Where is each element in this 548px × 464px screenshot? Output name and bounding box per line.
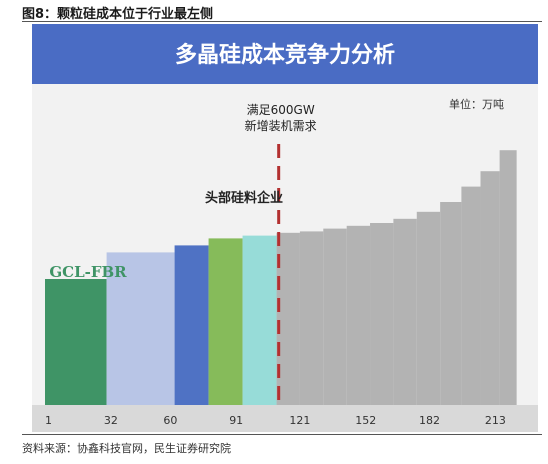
bar-segment-14 [461, 186, 481, 405]
footer-divider [22, 434, 542, 435]
bar-segment-8 [323, 228, 347, 405]
caption-divider [22, 21, 542, 22]
bar-segment-6 [276, 232, 300, 405]
title-band [32, 24, 538, 84]
annotation-gcl-fbr: GCL-FBR [49, 263, 127, 281]
bar-segment-12 [416, 211, 441, 405]
bar-segment-5 [242, 235, 277, 405]
demand-label-line1: 满足600GW [247, 103, 315, 117]
bar-segment-11 [393, 218, 417, 405]
bar-segment-15 [480, 171, 500, 405]
bar-segment-4 [208, 238, 243, 405]
annotation-leading-producers: 头部硅料企业 [205, 190, 283, 206]
x-tick-label: 91 [229, 414, 243, 427]
chart-svg: 多晶硅成本竞争力分析 单位：万吨 1 32 60 91 121 152 182 213 满足6… [32, 24, 538, 432]
bar-segments [45, 150, 517, 405]
bar-segment-16 [499, 150, 517, 405]
source-note: 资料来源：协鑫科技官网，民生证券研究院 [22, 442, 231, 455]
bar-segment-7 [299, 231, 324, 405]
x-tick-label: 1 [45, 414, 52, 427]
unit-label: 单位：万吨 [449, 97, 504, 111]
bar-segment-13 [440, 202, 462, 405]
bar-segment-9 [346, 225, 371, 405]
bar-segment-1 [45, 279, 107, 405]
x-tick-label: 213 [485, 414, 506, 427]
chart-title: 多晶硅成本竞争力分析 [175, 42, 395, 68]
x-tick-label: 60 [163, 414, 177, 427]
x-tick-label: 32 [104, 414, 118, 427]
x-tick-label: 182 [419, 414, 440, 427]
bar-segment-2 [106, 252, 175, 405]
x-axis-band [32, 405, 538, 432]
bar-segment-10 [370, 223, 394, 405]
chart-panel: 多晶硅成本竞争力分析 单位：万吨 1 32 60 91 121 152 182 213 满足6… [32, 24, 538, 432]
demand-label-line2: 新增装机需求 [245, 118, 317, 133]
x-tick-label: 152 [355, 414, 376, 427]
x-tick-label: 121 [289, 414, 310, 427]
x-tick-labels: 1 32 60 91 121 152 182 213 [45, 414, 506, 427]
bar-segment-3 [174, 245, 209, 405]
figure-caption: 图8：颗粒硅成本位于行业最左侧 [22, 7, 214, 22]
